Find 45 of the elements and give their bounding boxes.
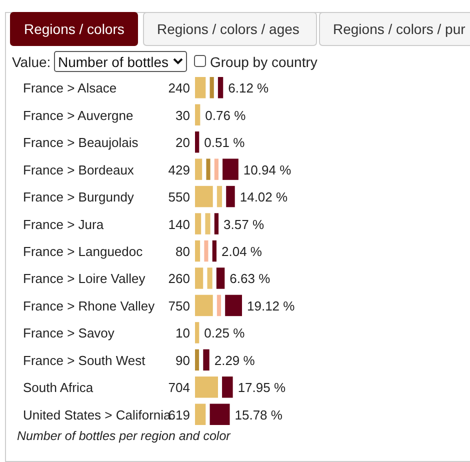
annotation: 0.76 % xyxy=(205,108,246,123)
text: 140 xyxy=(168,216,190,232)
y-tick-label: France > Savoy xyxy=(23,326,115,341)
text: 260 xyxy=(168,271,190,286)
y-tick-label: France > Languedoc xyxy=(23,244,144,259)
annotation: 14.02 % xyxy=(240,190,288,205)
text: 704 xyxy=(168,380,190,396)
annotation: 10.94 % xyxy=(243,162,292,178)
text: 240 xyxy=(168,80,190,96)
text: 20 xyxy=(176,135,190,150)
text: Number of bottles per region and color xyxy=(17,429,232,443)
y-tick-label: South Africa xyxy=(23,380,94,396)
text: 90 xyxy=(176,352,190,368)
text: Value: xyxy=(12,54,51,70)
dropdown: Number of bottles xyxy=(54,51,187,72)
annotation: 15.78 % xyxy=(234,407,283,422)
text: 550 xyxy=(168,190,190,205)
text: 80 xyxy=(176,244,190,259)
y-tick-label: France > Jura xyxy=(23,216,104,232)
annotation: 2.04 % xyxy=(222,244,262,259)
tab: Regions / colors / pur xyxy=(319,12,470,46)
text: 750 xyxy=(168,298,190,314)
active-tab: Regions / colors xyxy=(10,12,138,46)
annotation: 6.12 % xyxy=(228,80,270,96)
y-tick-label: France > Alsace xyxy=(23,80,117,96)
annotation: 0.51 % xyxy=(204,135,246,150)
y-tick-label: France > Rhone Valley xyxy=(23,298,156,314)
annotation: 17.95 % xyxy=(238,380,286,396)
text: Group by country xyxy=(210,54,318,70)
text: 19.12 % xyxy=(247,298,296,314)
y-tick-label: France > South West xyxy=(23,352,146,368)
y-tick-label: United States > California xyxy=(23,407,172,422)
tab: Regions / colors / ages xyxy=(143,12,317,46)
annotation: 0.25 % xyxy=(204,326,246,341)
y-tick-label: France > Beaujolais xyxy=(23,135,139,150)
y-tick-label: France > Loire Valley xyxy=(23,271,146,286)
annotation: 3.57 % xyxy=(224,216,264,232)
annotation: 6.63 % xyxy=(230,271,271,286)
text: 429 xyxy=(168,162,190,178)
text: 30 xyxy=(176,108,190,123)
y-tick-label: France > Auvergne xyxy=(23,108,134,123)
y-tick-label: France > Bordeaux xyxy=(23,162,134,178)
y-tick-label: France > Burgundy xyxy=(23,190,134,205)
annotation: 2.29 % xyxy=(214,352,256,368)
text: 10 xyxy=(176,326,190,341)
